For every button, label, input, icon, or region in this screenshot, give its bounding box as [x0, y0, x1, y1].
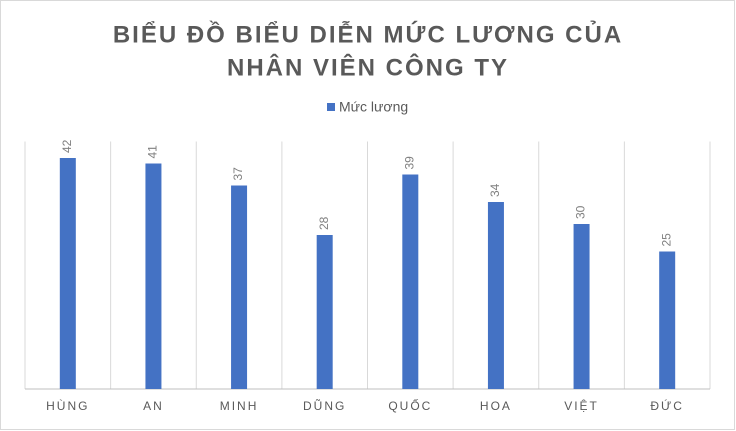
chart-title: NHÂN VIÊN CÔNG TY	[227, 53, 509, 81]
data-label: 41	[146, 145, 160, 159]
chart-title: BIỂU ĐỒ BIỂU DIỄN MỨC LƯƠNG CỦA	[113, 19, 623, 48]
legend-label: Mức lương	[339, 99, 408, 115]
x-tick-label: MINH	[220, 399, 259, 413]
data-label: 30	[574, 205, 588, 219]
bar	[487, 202, 504, 389]
data-label: 34	[488, 183, 502, 197]
x-tick-label: VIỆT	[564, 398, 599, 413]
bar	[59, 158, 76, 389]
bar	[402, 174, 419, 389]
data-label: 42	[60, 139, 74, 153]
data-label: 39	[402, 156, 416, 170]
bar	[145, 163, 162, 389]
bar	[231, 185, 248, 389]
x-tick-label: AN	[143, 399, 164, 413]
data-label: 28	[317, 216, 331, 230]
data-label: 25	[659, 233, 673, 247]
bar	[659, 251, 676, 389]
x-tick-label: HOA	[480, 399, 512, 413]
legend-swatch	[327, 103, 335, 111]
bar	[316, 235, 333, 389]
data-label: 37	[231, 167, 245, 181]
x-tick-label: ĐỨC	[650, 398, 684, 413]
x-tick-label: DŨNG	[303, 398, 346, 413]
x-tick-label: QUỐC	[388, 398, 432, 413]
bar	[573, 224, 590, 389]
x-tick-label: HÙNG	[46, 398, 89, 413]
